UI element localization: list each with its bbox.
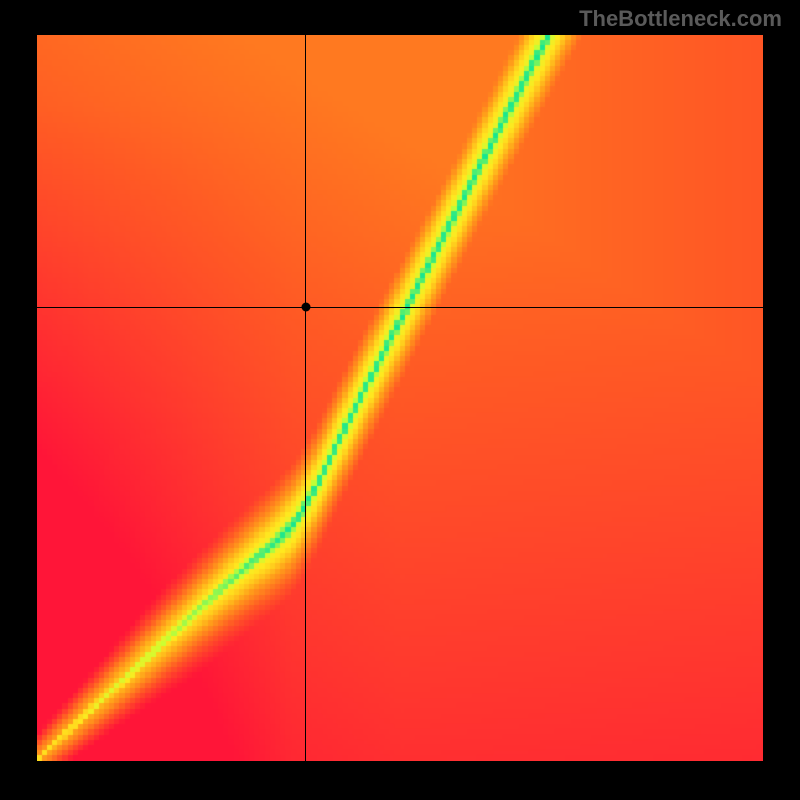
bottleneck-heatmap [37,35,763,761]
watermark-text: TheBottleneck.com [579,6,782,32]
chart-stage: TheBottleneck.com [0,0,800,800]
